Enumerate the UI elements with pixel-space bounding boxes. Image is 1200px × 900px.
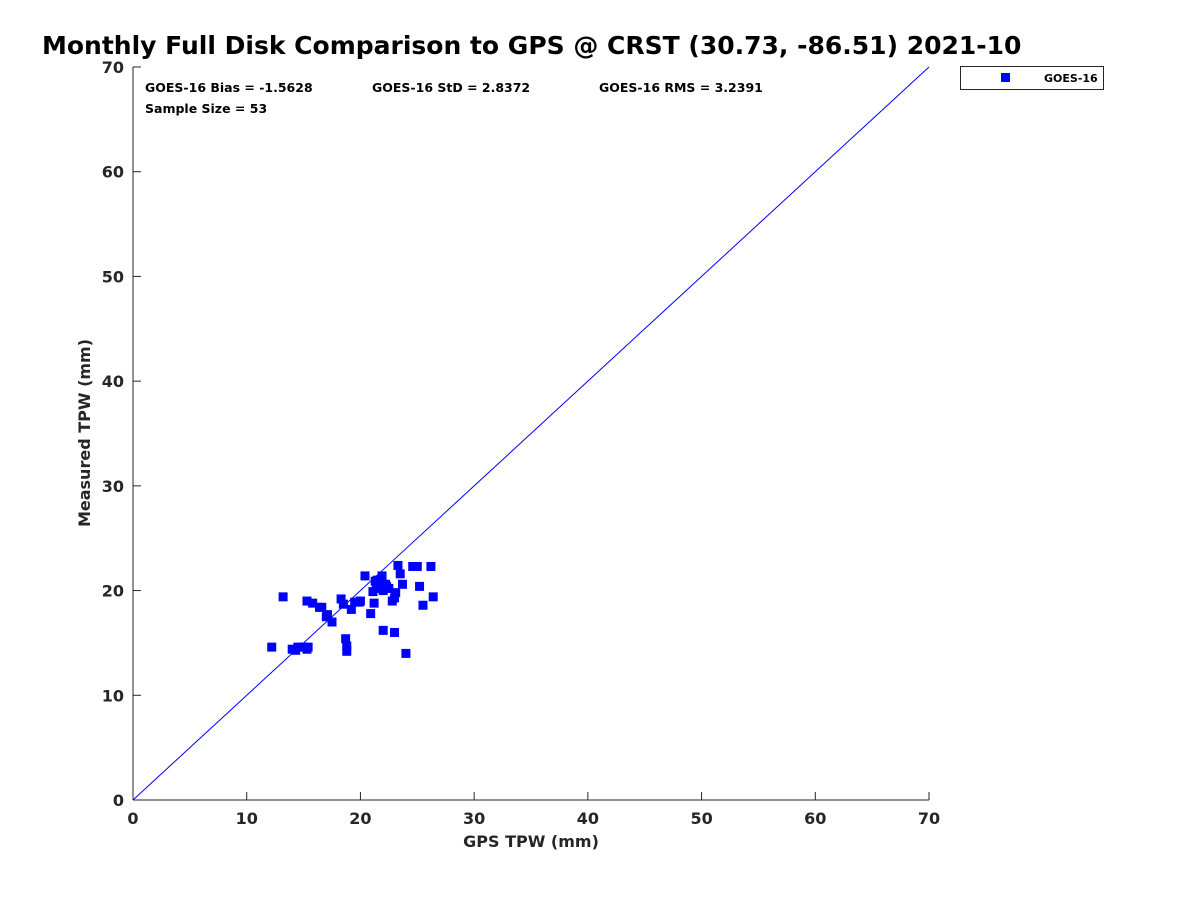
data-point	[360, 571, 370, 581]
x-tick-label: 40	[577, 809, 599, 828]
data-point	[412, 561, 422, 571]
data-points	[267, 560, 438, 658]
data-point	[338, 599, 348, 609]
data-point	[342, 646, 352, 656]
x-ticks: 0 10 20 30 40 50 60 70	[127, 792, 940, 828]
data-point	[267, 642, 277, 652]
data-point	[368, 587, 378, 597]
x-axis-label: GPS TPW (mm)	[463, 832, 599, 851]
data-point	[390, 627, 400, 637]
y-tick-label: 70	[102, 58, 124, 77]
data-point	[374, 583, 384, 593]
one-to-one-line	[132, 66, 930, 801]
x-tick-label: 20	[349, 809, 371, 828]
data-point	[327, 617, 337, 627]
plot-area	[132, 66, 930, 801]
data-point	[370, 576, 380, 586]
bias-annotation: GOES-16 Bias = -1.5628	[145, 80, 313, 95]
data-point	[391, 588, 401, 598]
axes	[132, 67, 929, 801]
data-point	[418, 600, 428, 610]
x-tick-label: 60	[804, 809, 826, 828]
legend-box	[960, 66, 1104, 90]
data-point	[398, 579, 408, 589]
y-tick-label: 10	[102, 686, 124, 705]
data-point	[278, 592, 288, 602]
y-axis-label: Measured TPW (mm)	[75, 339, 94, 527]
data-point	[317, 602, 327, 612]
data-point	[355, 596, 365, 606]
data-point	[336, 594, 346, 604]
x-tick-label: 10	[236, 809, 258, 828]
data-point	[308, 598, 318, 608]
y-tick-label: 60	[102, 163, 124, 182]
data-point	[377, 571, 387, 581]
rms-annotation: GOES-16 RMS = 3.2391	[599, 80, 763, 95]
sample-size-annotation: Sample Size = 53	[145, 101, 267, 116]
x-tick-label: 30	[463, 809, 485, 828]
y-ticks: 0 10 20 30 40 50 60 70	[102, 58, 141, 810]
y-tick-label: 30	[102, 477, 124, 496]
data-point	[321, 612, 331, 622]
stats-annotations: GOES-16 Bias = -1.5628 GOES-16 StD = 2.8…	[145, 80, 763, 116]
data-point	[408, 561, 418, 571]
std-annotation: GOES-16 StD = 2.8372	[372, 80, 530, 95]
data-point	[350, 597, 360, 607]
data-point	[346, 604, 356, 614]
legend-marker	[1001, 73, 1010, 82]
legend: GOES-16	[960, 66, 1104, 90]
data-point	[366, 609, 376, 619]
data-point	[378, 625, 388, 635]
data-point	[390, 593, 400, 603]
data-point	[395, 569, 405, 579]
data-point	[426, 561, 436, 571]
data-point	[384, 583, 394, 593]
x-tick-label: 0	[127, 809, 138, 828]
y-tick-label: 50	[102, 267, 124, 286]
data-point	[341, 634, 351, 644]
y-tick-label: 20	[102, 582, 124, 601]
data-point	[342, 641, 352, 651]
data-point	[401, 648, 411, 658]
data-point	[293, 642, 303, 652]
x-tick-label: 50	[690, 809, 712, 828]
data-point	[369, 598, 379, 608]
y-tick-label: 0	[113, 791, 124, 810]
legend-label: GOES-16	[1044, 72, 1098, 85]
y-tick-label: 40	[102, 372, 124, 391]
chart-title: Monthly Full Disk Comparison to GPS @ CR…	[42, 31, 1021, 60]
data-point	[302, 596, 312, 606]
x-tick-label: 70	[918, 809, 940, 828]
data-point	[393, 560, 403, 570]
data-point	[428, 592, 438, 602]
data-point	[415, 581, 425, 591]
data-point	[303, 642, 313, 652]
